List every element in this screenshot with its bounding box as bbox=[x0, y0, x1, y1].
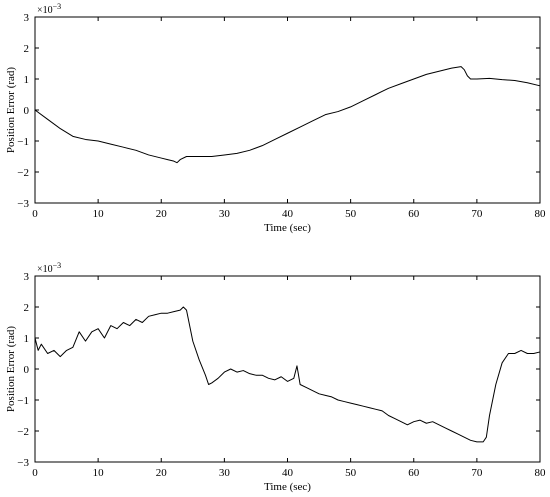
y-exponent-label: ×10−3 bbox=[37, 2, 61, 16]
x-tick-label: 10 bbox=[93, 467, 105, 479]
x-tick-label: 10 bbox=[93, 208, 105, 220]
series-line-1 bbox=[34, 306, 541, 443]
x-tick-label: 0 bbox=[32, 208, 38, 220]
x-tick-label: 0 bbox=[32, 467, 38, 479]
y-exponent-power: −3 bbox=[53, 261, 62, 270]
x-tick-label: 50 bbox=[345, 467, 357, 479]
x-tick-label: 80 bbox=[535, 467, 547, 479]
y-tick-label: 3 bbox=[24, 271, 30, 283]
y-tick-label: 3 bbox=[24, 12, 30, 24]
x-tick-label: 20 bbox=[156, 208, 168, 220]
y-tick-label: 1 bbox=[24, 333, 30, 345]
x-tick-label: 50 bbox=[345, 208, 357, 220]
y-tick-label: −3 bbox=[17, 198, 29, 210]
y-tick-label: 0 bbox=[24, 364, 30, 376]
plot-frame bbox=[34, 16, 541, 204]
y-axis-label: Position Error (rad) bbox=[5, 326, 17, 412]
x-axis-label: Time (sec) bbox=[264, 481, 311, 493]
y-axis-label: Position Error (rad) bbox=[5, 67, 17, 153]
y-exponent-power: −3 bbox=[53, 2, 62, 11]
x-tick-label: 40 bbox=[282, 208, 294, 220]
y-tick-label: −2 bbox=[17, 167, 29, 179]
y-exponent-label: ×10−3 bbox=[37, 261, 61, 275]
plot-frame bbox=[34, 275, 541, 463]
x-tick-label: 80 bbox=[535, 208, 547, 220]
y-tick-label: 1 bbox=[24, 74, 30, 86]
y-tick-label: 0 bbox=[24, 105, 30, 117]
x-tick-label: 70 bbox=[471, 467, 483, 479]
y-tick-label: −2 bbox=[17, 426, 29, 438]
x-tick-label: 40 bbox=[282, 467, 294, 479]
series-line-1 bbox=[34, 66, 541, 164]
y-tick-label: −1 bbox=[17, 395, 29, 407]
y-tick-label: 2 bbox=[24, 302, 30, 314]
x-tick-label: 30 bbox=[219, 208, 231, 220]
y-tick-label: −3 bbox=[17, 457, 29, 469]
x-tick-label: 30 bbox=[219, 467, 231, 479]
x-tick-label: 20 bbox=[156, 467, 168, 479]
x-axis-label: Time (sec) bbox=[264, 222, 311, 234]
y-exponent-base: ×10 bbox=[37, 264, 53, 275]
x-tick-label: 60 bbox=[408, 208, 420, 220]
y-exponent-base: ×10 bbox=[37, 5, 53, 16]
y-tick-label: 2 bbox=[24, 43, 30, 55]
x-tick-label: 70 bbox=[471, 208, 483, 220]
y-tick-label: −1 bbox=[17, 136, 29, 148]
x-tick-label: 60 bbox=[408, 467, 420, 479]
